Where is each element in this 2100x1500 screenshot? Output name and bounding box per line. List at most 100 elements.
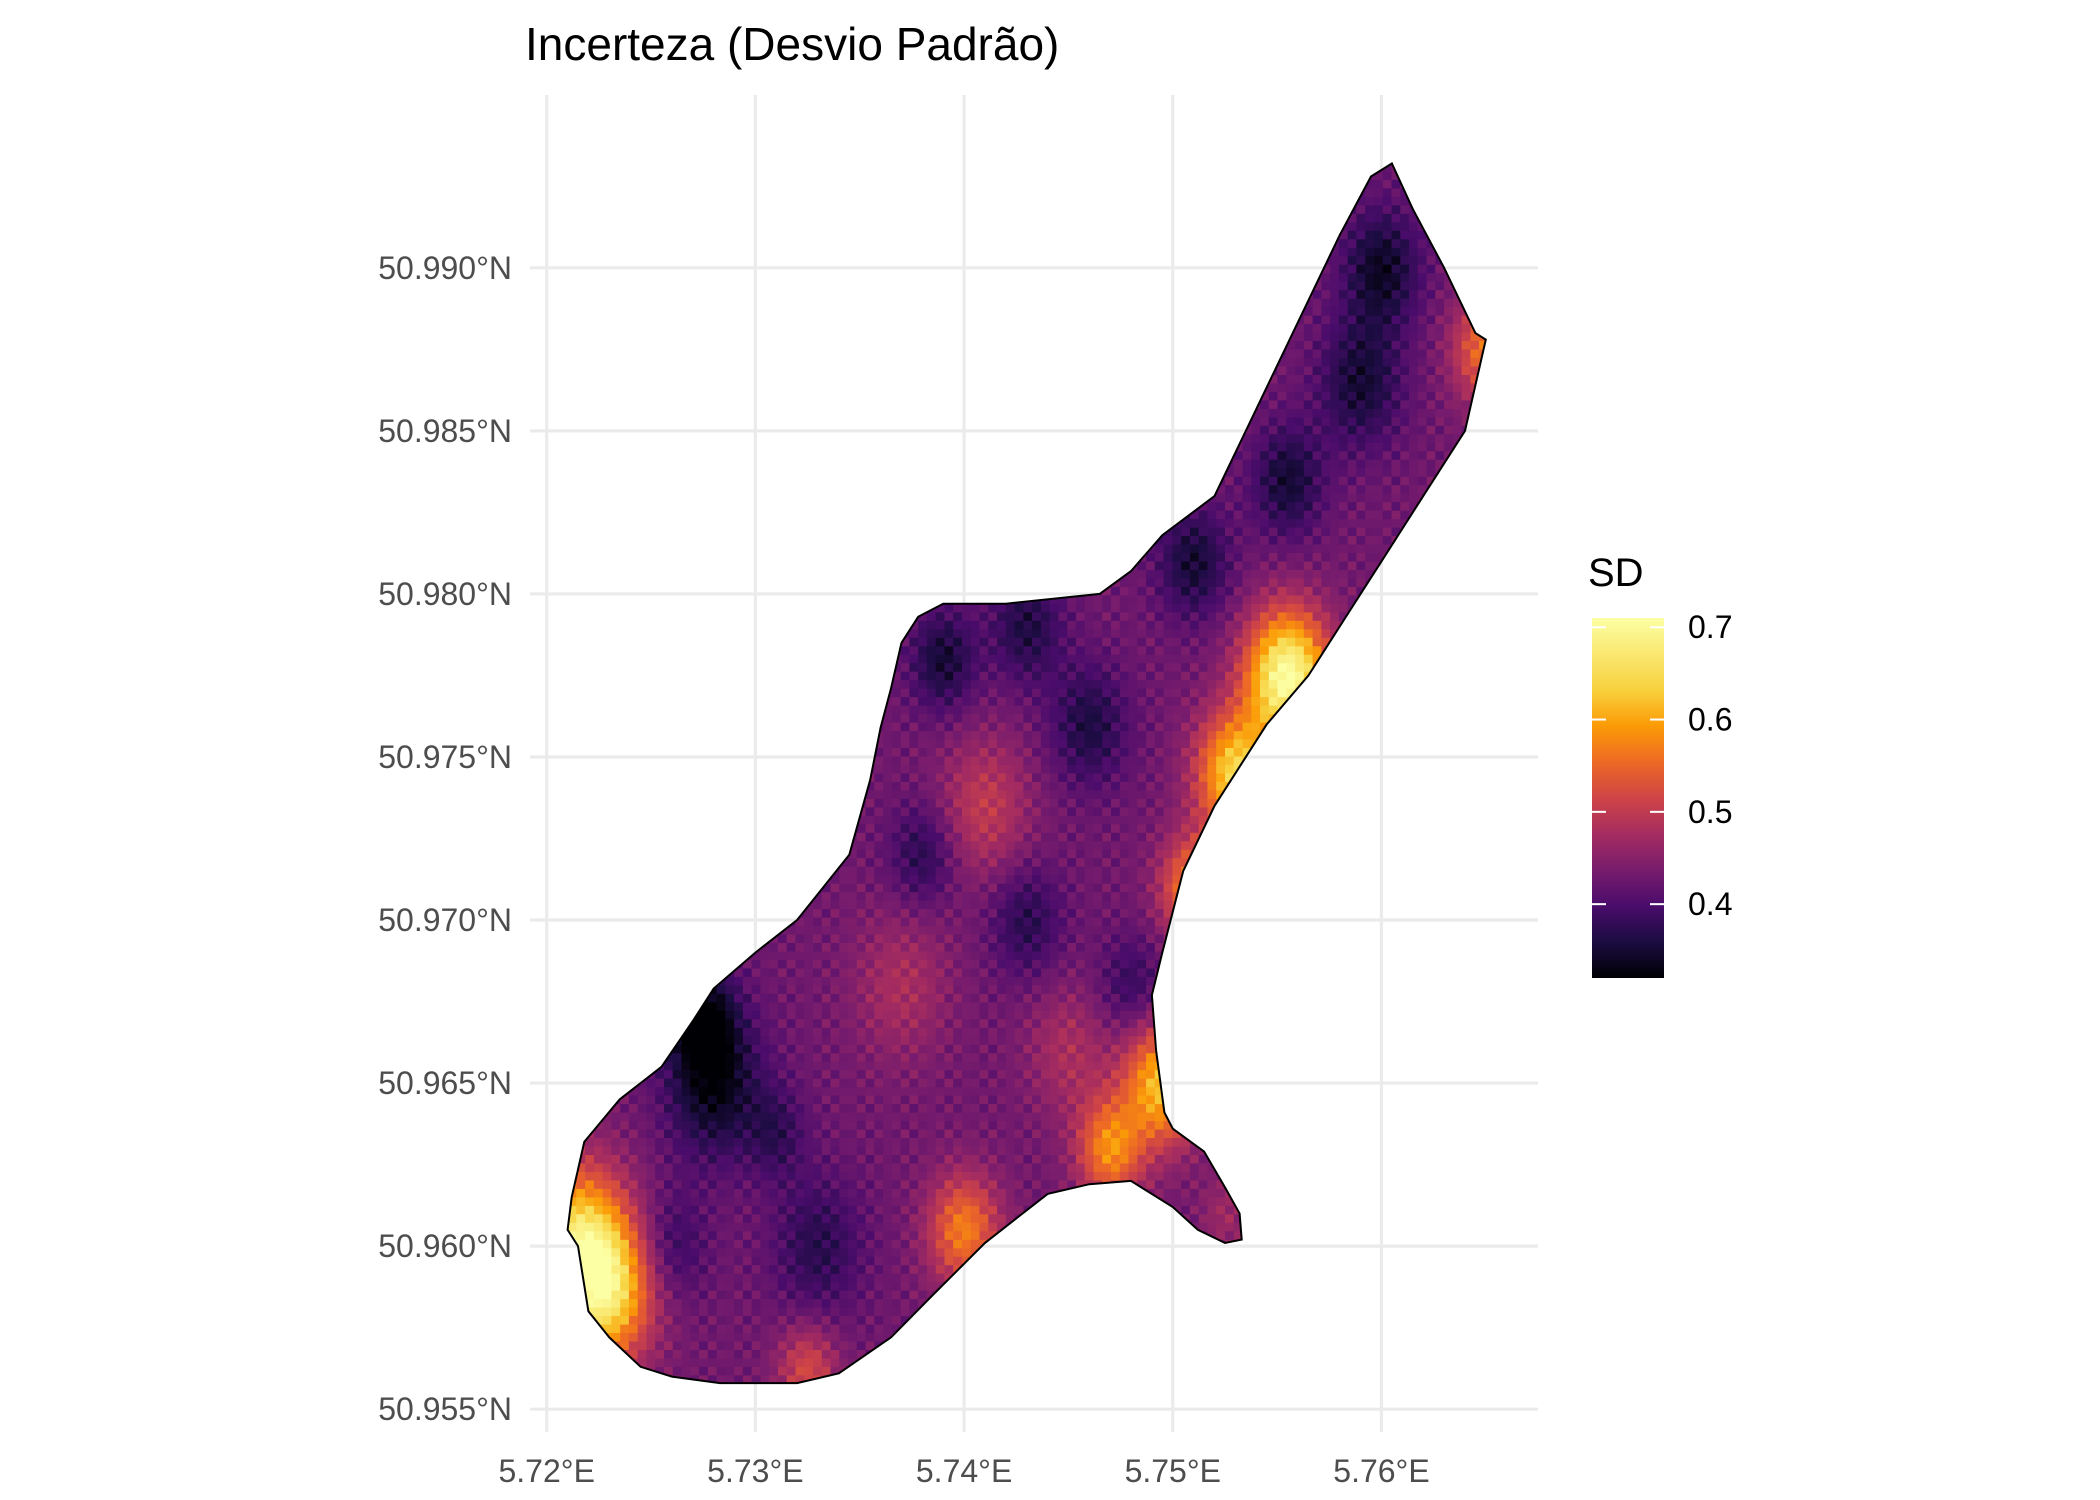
raster-cell: [725, 1171, 735, 1181]
raster-cell: [567, 1289, 578, 1300]
raster-cell: [734, 908, 744, 918]
raster-cell: [821, 603, 832, 613]
raster-cell: [865, 857, 876, 867]
raster-cell: [830, 170, 841, 180]
raster-cell: [856, 1306, 867, 1317]
raster-cell: [821, 594, 832, 604]
raster-cell: [707, 1315, 718, 1325]
raster-cell: [593, 323, 604, 333]
raster-cell: [813, 764, 823, 774]
raster-cell: [655, 1043, 665, 1054]
raster-cell: [751, 1060, 762, 1071]
raster-cell: [751, 1120, 762, 1130]
raster-cell: [576, 747, 586, 757]
raster-cell: [821, 1154, 832, 1164]
raster-cell: [628, 518, 639, 528]
raster-cell: [655, 560, 665, 570]
raster-cell: [725, 1179, 735, 1189]
raster-cell: [751, 1162, 762, 1172]
raster-cell: [620, 391, 630, 401]
raster-cell: [655, 704, 665, 715]
raster-cell: [830, 450, 841, 460]
raster-cell: [681, 552, 692, 562]
raster-cell: [716, 1349, 727, 1359]
raster-cell: [646, 738, 657, 748]
raster-cell: [699, 704, 709, 715]
raster-cell: [681, 1357, 692, 1367]
raster-cell: [716, 1128, 727, 1138]
raster-cell: [839, 535, 849, 545]
raster-cell: [637, 543, 648, 553]
raster-cell: [865, 1374, 876, 1384]
raster-cell: [707, 1111, 718, 1122]
raster-cell: [839, 458, 849, 469]
raster-cell: [602, 840, 613, 850]
raster-cell: [699, 730, 709, 740]
raster-cell: [664, 1349, 674, 1359]
raster-cell: [804, 857, 814, 867]
raster-cell: [637, 416, 648, 426]
raster-cell: [813, 1298, 823, 1308]
raster-cell: [690, 645, 700, 655]
raster-cell: [576, 535, 586, 545]
raster-cell: [716, 238, 727, 248]
raster-cell: [681, 1205, 692, 1215]
raster-cell: [716, 577, 727, 587]
raster-cell: [777, 289, 788, 299]
raster-cell: [672, 959, 683, 969]
raster-cell: [602, 696, 613, 706]
raster-cell: [611, 789, 621, 799]
raster-cell: [804, 374, 814, 384]
raster-cell: [672, 942, 683, 952]
raster-cell: [734, 713, 744, 723]
raster-cell: [646, 518, 657, 528]
raster-cell: [576, 323, 586, 333]
raster-cell: [777, 323, 788, 333]
raster-cell: [699, 874, 709, 884]
raster-cell: [716, 323, 727, 333]
raster-cell: [664, 950, 674, 960]
raster-cell: [856, 1043, 867, 1054]
raster-cell: [664, 645, 674, 655]
raster-cell: [585, 526, 595, 537]
raster-cell: [804, 196, 814, 206]
raster-cell: [655, 620, 665, 630]
raster-cell: [813, 1086, 823, 1096]
raster-cell: [830, 908, 841, 918]
raster-cell: [839, 1052, 849, 1062]
raster-cell: [856, 772, 867, 782]
raster-cell: [786, 696, 797, 706]
raster-cell: [830, 1035, 841, 1045]
raster-cell: [681, 1222, 692, 1232]
raster-cell: [804, 993, 814, 1003]
raster-cell: [795, 891, 806, 901]
raster-cell: [593, 297, 604, 308]
raster-cell: [760, 1111, 770, 1122]
raster-cell: [769, 1222, 779, 1232]
raster-cell: [646, 374, 657, 384]
raster-cell: [585, 399, 595, 409]
raster-cell: [707, 967, 718, 977]
raster-cell: [681, 408, 692, 418]
raster-cell: [795, 331, 806, 341]
raster-cell: [620, 645, 630, 655]
raster-cell: [637, 1086, 648, 1096]
raster-cell: [655, 1205, 665, 1215]
raster-cell: [734, 882, 744, 893]
raster-cell: [646, 1162, 657, 1172]
raster-cell: [699, 399, 709, 409]
raster-cell: [848, 848, 858, 859]
raster-cell: [699, 1323, 709, 1333]
raster-cell: [839, 1281, 849, 1291]
raster-cell: [848, 357, 858, 367]
raster-cell: [786, 832, 797, 842]
raster-cell: [576, 1298, 586, 1308]
raster-cell: [804, 670, 814, 681]
raster-cell: [751, 1111, 762, 1122]
raster-cell: [848, 1162, 858, 1172]
raster-cell: [795, 1162, 806, 1172]
raster-cell: [769, 221, 779, 231]
raster-cell: [865, 942, 876, 952]
raster-cell: [707, 433, 718, 443]
raster-cell: [751, 1103, 762, 1113]
